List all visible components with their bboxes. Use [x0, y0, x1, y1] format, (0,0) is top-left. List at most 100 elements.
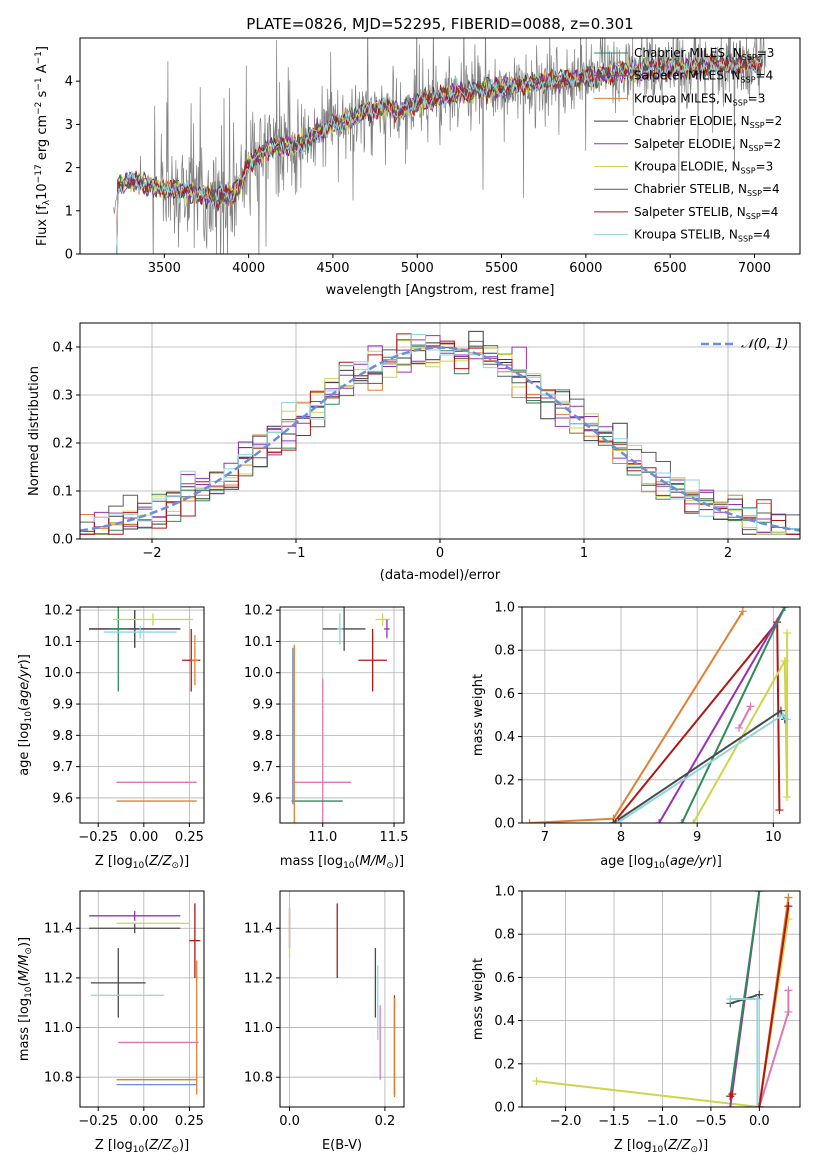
- x-tick-label: 0.0: [749, 1114, 770, 1129]
- mass-vs-Z-marks: [89, 903, 201, 1095]
- weight-point-marker: [780, 657, 789, 665]
- legend-entry: Chabrier ELODIE, NSSP=2: [634, 114, 782, 130]
- weight-point-marker: [738, 607, 747, 616]
- weight-vs-Z-axes-frame: [521, 890, 801, 1108]
- y-tick-label: 4: [65, 75, 73, 90]
- x-tick-label: 0.2: [375, 1114, 396, 1129]
- y-tick-label: 10.8: [244, 1071, 273, 1086]
- y-tick-label: 9.9: [52, 698, 73, 713]
- y-tick-label: 11.2: [44, 971, 73, 986]
- y-tick-label: 10.2: [44, 604, 73, 619]
- residuals-xlabel: (data-model)/error: [380, 568, 501, 583]
- age-vs-Z-xlabel: Z [log10(Z/Z⊙)]: [95, 854, 189, 871]
- x-tick-label: 2: [724, 546, 732, 561]
- y-tick-label: 10.2: [244, 604, 273, 619]
- weight-point-marker: [753, 1103, 762, 1107]
- weight-point-marker: [783, 793, 792, 802]
- weight-point-marker: [755, 990, 764, 999]
- weight-series-line: [680, 607, 786, 823]
- x-tick-label: 0.25: [175, 1114, 204, 1129]
- mass-vs-Z-panel: −0.25 0.00 0.25 10.8 11.0 11.2 11.4 Z [log10(Z…: [17, 890, 205, 1155]
- y-tick-label: 0.2: [52, 437, 73, 452]
- y-tick-label: 10.1: [244, 635, 273, 650]
- y-tick-label: 0.2: [494, 1057, 515, 1072]
- x-tick-label: 11.0: [308, 830, 337, 845]
- y-tick-label: 3: [65, 118, 73, 133]
- gaussian-reference-curve: [80, 346, 800, 532]
- y-tick-label: 1.0: [494, 601, 515, 616]
- weight-vs-Z-panel: −2.0 −1.5 −1.0 −0.5 0.0 0.0 0.2 0.4 0.6 0.8 1.0 Z …: [471, 885, 801, 1155]
- mass-vs-Z-axes-frame: [79, 890, 205, 1108]
- y-tick-label: 10.8: [44, 1071, 73, 1086]
- weight-point-marker: [735, 723, 744, 732]
- residual-histogram-step: [80, 333, 800, 535]
- x-tick-label: 0: [436, 546, 444, 561]
- weight-point-marker: [726, 1103, 735, 1107]
- spectrum-xlabel: wavelength [Angstrom, rest frame]: [326, 283, 555, 298]
- weight-vs-Z-ylabel: mass weight: [471, 958, 486, 1040]
- weight-point-marker: [689, 819, 698, 823]
- model-spectrum-line: [113, 53, 763, 254]
- y-tick-label: 0.0: [52, 533, 73, 548]
- weight-point-marker: [525, 819, 534, 823]
- age-vs-Z-panel: −0.25 0.00 0.25 9.6 9.7 9.8 9.9 10.0 10.1 10.2 Z …: [17, 604, 205, 871]
- weight-vs-Z-ticks: −2.0 −1.5 −1.0 −0.5 0.0 0.0 0.2 0.4 0.6 0.8 1.0: [494, 885, 769, 1130]
- y-tick-label: 0.4: [52, 341, 73, 356]
- spectrum-ticks: 3500 4000 4500 5000 5500 6000 6500 7000 0 1 2 3 4: [65, 75, 771, 276]
- legend-entry: Kroupa MILES, NSSP=3: [634, 91, 765, 107]
- y-tick-label: 0.6: [494, 687, 515, 702]
- weight-point-marker: [655, 819, 664, 823]
- x-tick-label: 11.5: [380, 830, 409, 845]
- weight-series-line: [730, 998, 759, 1107]
- weight-point-marker: [776, 706, 785, 715]
- x-tick-label: 0.00: [129, 830, 158, 845]
- weight-vs-Z-marks: [532, 891, 793, 1107]
- y-tick-label: 11.0: [244, 1021, 273, 1036]
- residual-histogram-step: [80, 335, 800, 533]
- x-tick-label: 10: [765, 830, 782, 845]
- age-vs-mass-xlabel: mass [log10(M/M⊙)]: [280, 854, 404, 871]
- y-tick-label: 9.7: [252, 760, 273, 775]
- y-tick-label: 0.2: [494, 773, 515, 788]
- spectrum-marks: [113, 38, 767, 254]
- age-vs-Z-plot-area: [80, 607, 204, 823]
- weight-point-marker: [784, 1007, 793, 1016]
- weight-series-line: [612, 709, 786, 823]
- weight-point-marker: [726, 995, 735, 1003]
- y-tick-label: 0.6: [494, 971, 515, 986]
- mass-vs-EBV-marks: [288, 903, 396, 1098]
- x-tick-label: 3500: [148, 261, 181, 276]
- residuals-plot-area: [80, 323, 800, 540]
- weight-point-marker: [783, 715, 792, 724]
- x-tick-label: −0.25: [78, 830, 118, 845]
- x-tick-label: 6500: [654, 261, 687, 276]
- weight-vs-age-axes-frame: [521, 606, 801, 824]
- weight-vs-age-marks: [525, 607, 792, 823]
- y-tick-label: 10.0: [244, 666, 273, 681]
- age-vs-Z-axes-frame: [79, 606, 205, 824]
- x-tick-label: 9: [693, 830, 701, 845]
- figure-title: PLATE=0826, MJD=52295, FIBERID=0088, z=0…: [246, 15, 633, 33]
- mass-vs-Z-plot-area: [80, 891, 204, 1107]
- residuals-ylabel: Normed distribution: [27, 366, 42, 496]
- y-tick-label: 11.4: [244, 922, 273, 937]
- legend-entry: Kroupa ELODIE, NSSP=3: [634, 160, 773, 176]
- residuals-marks: [80, 330, 800, 535]
- age-vs-mass-plot-area: [280, 607, 404, 823]
- spectrum-plot-area: [113, 38, 767, 254]
- x-tick-label: 6000: [569, 261, 602, 276]
- model-spectrum-line: [113, 53, 763, 254]
- y-tick-label: 9.9: [252, 698, 273, 713]
- legend-entry: Salpeter STELIB, NSSP=4: [634, 205, 778, 221]
- weight-vs-age-xlabel: age [log10(age/yr)]: [600, 854, 722, 871]
- legend-entry: Chabrier MILES, NSSP=3: [634, 46, 774, 62]
- y-tick-label: 9.6: [252, 791, 273, 806]
- weight-point-marker: [784, 986, 793, 995]
- y-tick-label: 0.8: [494, 644, 515, 659]
- x-tick-label: −2.0: [550, 1114, 582, 1129]
- weight-series-line: [738, 705, 752, 729]
- age-vs-mass-ticks: 11.0 11.5 9.6 9.7 9.8 9.9 10.0 10.1 10.2: [244, 604, 408, 845]
- y-tick-label: 10.0: [44, 666, 73, 681]
- mass-vs-EBV-panel: 0.0 0.2 10.8 11.0 11.2 11.4 E(B-V): [244, 890, 405, 1153]
- age-vs-Z-marks: [89, 607, 201, 802]
